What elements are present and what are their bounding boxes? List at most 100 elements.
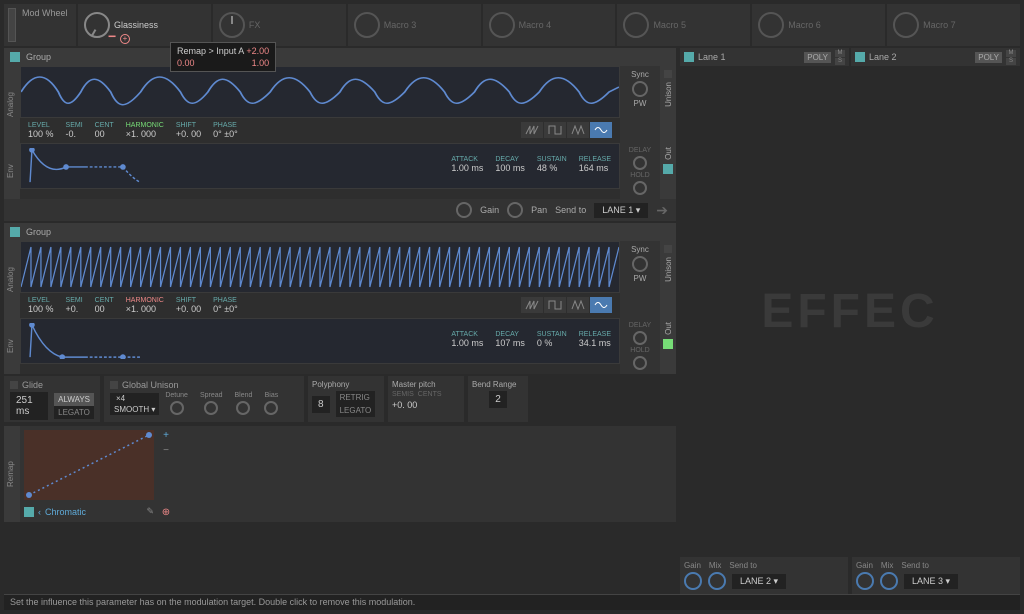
remap-section: Remap ‹ Chromatic ✎: [4, 426, 676, 522]
modwheel-label: Mod Wheel: [22, 8, 68, 18]
lane-mute[interactable]: M: [835, 50, 845, 57]
modwheel-meter[interactable]: [8, 8, 16, 42]
macro-3[interactable]: Macro 3: [348, 4, 481, 46]
wave-triangle-button[interactable]: [567, 297, 589, 313]
unison-voices[interactable]: ×4: [110, 393, 159, 404]
macro-7[interactable]: Macro 7: [887, 4, 1020, 46]
hold-knob[interactable]: [633, 181, 647, 195]
remove-point-icon[interactable]: −: [163, 445, 169, 456]
group-enable-toggle[interactable]: [10, 227, 20, 237]
unison-toggle[interactable]: [110, 381, 118, 389]
polyphony-voices[interactable]: 8: [312, 396, 330, 413]
waveform-display[interactable]: [20, 66, 620, 118]
fx-mix-knob[interactable]: [880, 572, 898, 590]
bendrange-value[interactable]: 2: [489, 391, 507, 408]
polyphony-section: Polyphony 8 RETRIG LEGATO: [308, 376, 384, 422]
edit-icon[interactable]: ✎: [146, 506, 154, 517]
envelope-display[interactable]: ATTACK1.00 ms DECAY100 ms SUSTAIN48 % RE…: [20, 143, 620, 189]
effects-area[interactable]: EFFEC: [680, 68, 1020, 555]
out-tab[interactable]: Out: [660, 318, 676, 374]
remap-enable[interactable]: [24, 507, 34, 517]
send-select[interactable]: LANE 1 ▾: [594, 203, 648, 218]
env-tab[interactable]: Env: [4, 143, 20, 199]
detune-knob[interactable]: [170, 401, 184, 415]
legato-button[interactable]: LEGATO: [336, 404, 376, 417]
preset-prev-icon[interactable]: ‹: [38, 507, 41, 517]
glide-section: Glide 251 ms ALWAYS LEGATO: [4, 376, 100, 422]
lane-1-header[interactable]: Lane 1 POLY MS: [680, 48, 849, 66]
macro-label: Glassiness: [114, 20, 158, 30]
waveform-display[interactable]: [20, 241, 620, 293]
wave-square-button[interactable]: [544, 122, 566, 138]
retrig-button[interactable]: RETRIG: [336, 391, 376, 404]
wave-saw-button[interactable]: [521, 297, 543, 313]
env-tab[interactable]: Env: [4, 318, 20, 374]
wave-triangle-button[interactable]: [567, 122, 589, 138]
bias-knob[interactable]: [264, 401, 278, 415]
modwheel[interactable]: Mod Wheel: [4, 4, 76, 46]
macro-6[interactable]: Macro 6: [752, 4, 885, 46]
remap-tab[interactable]: Remap: [4, 426, 20, 522]
group-header[interactable]: Group: [4, 48, 676, 66]
remap-graph[interactable]: [24, 430, 154, 500]
macro-plus-icon[interactable]: +: [120, 34, 130, 44]
oscillator-group-1: Group Analog LEVEL100 % SEMI-0. C: [4, 48, 676, 221]
fx-gain-knob[interactable]: [856, 572, 874, 590]
fx-send-select[interactable]: LANE 3 ▾: [904, 574, 958, 589]
lane-2-header[interactable]: Lane 2 POLY MS: [851, 48, 1020, 66]
macro-minus-icon[interactable]: −: [108, 28, 116, 44]
envelope-display[interactable]: ATTACK1.00 ms DECAY107 ms SUSTAIN0 % REL…: [20, 318, 620, 364]
wave-sine-button[interactable]: [590, 297, 612, 313]
macro-bar: Mod Wheel Glassiness − + FX Macro 3 Macr…: [4, 4, 1020, 46]
lane-poly-button[interactable]: POLY: [804, 52, 831, 63]
status-bar: Set the influence this parameter has on …: [4, 594, 1020, 610]
analog-tab[interactable]: Analog: [4, 66, 20, 143]
fx-send-1: GainMixSend to LANE 2 ▾: [680, 557, 848, 594]
arrow-right-icon[interactable]: ➔: [656, 202, 668, 219]
pan-knob[interactable]: [507, 202, 523, 218]
delay-knob[interactable]: [633, 331, 647, 345]
hold-knob[interactable]: [633, 356, 647, 370]
lane-solo[interactable]: S: [835, 58, 845, 65]
macro-fx[interactable]: FX: [213, 4, 346, 46]
fx-send-select[interactable]: LANE 2 ▾: [732, 574, 786, 589]
remap-preset[interactable]: Chromatic: [45, 507, 86, 517]
delay-knob[interactable]: [633, 156, 647, 170]
fx-gain-knob[interactable]: [684, 572, 702, 590]
glide-always-button[interactable]: ALWAYS: [54, 393, 94, 406]
gain-knob[interactable]: [456, 202, 472, 218]
macro-5[interactable]: Macro 5: [617, 4, 750, 46]
add-mod-icon[interactable]: ⊕: [162, 507, 170, 518]
sync-knob[interactable]: [632, 81, 648, 97]
lane-solo[interactable]: S: [1006, 58, 1016, 65]
macro-glassiness[interactable]: Glassiness − +: [78, 4, 211, 46]
glide-time[interactable]: 251 ms: [10, 392, 48, 420]
wave-square-button[interactable]: [544, 297, 566, 313]
wave-sine-button[interactable]: [590, 122, 612, 138]
unison-tab[interactable]: Unison: [660, 241, 676, 318]
group-header[interactable]: Group: [4, 223, 676, 241]
oscillator-group-2: Group Analog LEVEL100 % SEMI+0. C: [4, 223, 676, 374]
lane-enable[interactable]: [684, 52, 694, 62]
unison-tab[interactable]: Unison: [660, 66, 676, 143]
out-tab[interactable]: Out: [660, 143, 676, 199]
group-enable-toggle[interactable]: [10, 52, 20, 62]
tooltip: Remap > Input A +2.00 0.001.00: [170, 42, 276, 72]
lane-enable[interactable]: [855, 52, 865, 62]
wave-saw-button[interactable]: [521, 122, 543, 138]
sync-knob[interactable]: [632, 256, 648, 272]
glide-toggle[interactable]: [10, 381, 18, 389]
masterpitch-value[interactable]: +0. 00: [392, 400, 460, 410]
analog-tab[interactable]: Analog: [4, 241, 20, 318]
unison-mode[interactable]: SMOOTH ▾: [110, 404, 159, 415]
add-point-icon[interactable]: +: [163, 430, 169, 441]
bendrange-section: Bend Range 2: [468, 376, 528, 422]
macro-4[interactable]: Macro 4: [483, 4, 616, 46]
lane-mute[interactable]: M: [1006, 50, 1016, 57]
glide-legato-button[interactable]: LEGATO: [54, 406, 94, 419]
lane-poly-button[interactable]: POLY: [975, 52, 1002, 63]
sync-panel: Sync PW: [620, 66, 660, 143]
blend-knob[interactable]: [236, 401, 250, 415]
fx-mix-knob[interactable]: [708, 572, 726, 590]
spread-knob[interactable]: [204, 401, 218, 415]
